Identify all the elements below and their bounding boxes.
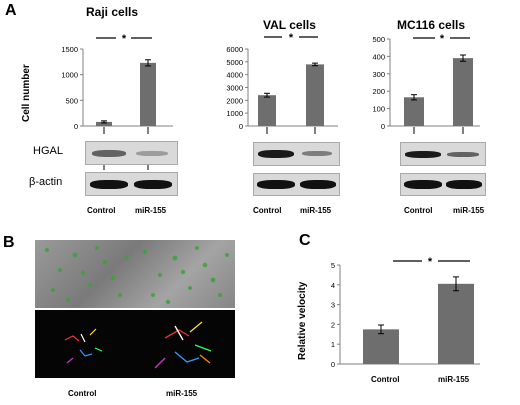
bar <box>140 62 156 126</box>
mir155-tracks <box>154 321 212 369</box>
bar <box>438 283 474 364</box>
panel-a-letter: A <box>5 2 17 19</box>
blot-band <box>300 180 336 189</box>
hgal-label: HGAL <box>33 145 63 157</box>
y-tick-label: 1 <box>331 340 335 349</box>
mc116-mir155-label: miR-155 <box>453 206 485 215</box>
significance-star: * <box>440 33 445 45</box>
bar <box>306 64 324 126</box>
val-actin-blot <box>253 173 340 196</box>
bar <box>363 329 399 364</box>
significance-star: * <box>289 32 294 44</box>
y-tick-label: 500 <box>372 35 385 44</box>
val-mir155-label: miR-155 <box>300 206 332 215</box>
y-tick-label: 0 <box>381 122 385 131</box>
y-tick-label: 400 <box>372 52 385 61</box>
control-track-image <box>35 310 135 378</box>
blot-band <box>404 180 442 189</box>
val-hgal-blot <box>253 142 340 166</box>
significance-star: * <box>428 256 433 268</box>
y-tick-label: 5 <box>331 261 335 270</box>
panel-c-letter: C <box>299 232 311 249</box>
blot-band <box>90 180 128 189</box>
bar <box>96 121 112 126</box>
y-tick-label: 4000 <box>226 71 243 80</box>
significance-star: * <box>122 33 127 45</box>
y-tick-label: 6000 <box>226 45 243 54</box>
raji-actin-blot <box>85 172 178 196</box>
y-tick-label: 4 <box>331 281 335 290</box>
y-tick-label: 0 <box>239 122 243 131</box>
mc116-title: MC116 cells <box>397 18 466 32</box>
velocity-mir155-label: miR-155 <box>438 375 470 384</box>
mc116-hgal-blot <box>400 142 486 166</box>
val-control-label: Control <box>253 206 282 215</box>
y-tick-label: 5000 <box>226 58 243 67</box>
y-tick-label: 3 <box>331 301 335 310</box>
velocity-control-label: Control <box>371 375 400 384</box>
y-tick-label: 1500 <box>61 45 78 54</box>
y-tick-label: 2000 <box>226 96 243 105</box>
blot-band <box>405 151 441 158</box>
raji-hgal-blot <box>85 141 178 165</box>
panel-b-letter: B <box>3 234 15 251</box>
image-control-label: Control <box>68 389 97 398</box>
y-tick-label: 2 <box>331 320 335 329</box>
y-tick-label: 200 <box>372 87 385 96</box>
blot-band <box>134 180 172 189</box>
y-tick-label: 0 <box>331 360 335 369</box>
beta-actin-label: β-actin <box>29 176 63 188</box>
val-title: VAL cells <box>263 18 316 32</box>
bar <box>404 97 424 126</box>
blot-band <box>302 151 332 156</box>
image-mir155-label: miR-155 <box>166 389 198 398</box>
bar <box>258 95 276 126</box>
y-tick-label: 100 <box>372 105 385 114</box>
blot-band <box>257 180 295 189</box>
mc116-actin-blot <box>400 173 486 196</box>
migration-brightfield-image <box>35 240 235 308</box>
raji-title: Raji cells <box>86 5 139 19</box>
blot-band <box>92 150 126 157</box>
cell-dots <box>44 246 229 305</box>
control-tracks <box>64 328 103 364</box>
raji-mir155-label: miR-155 <box>135 206 167 215</box>
raji-control-label: Control <box>87 206 116 215</box>
blot-band <box>136 151 168 156</box>
mc116-control-label: Control <box>404 206 433 215</box>
y-tick-label: 1000 <box>61 71 78 80</box>
blot-band <box>258 150 294 158</box>
y-tick-label: 300 <box>372 70 385 79</box>
y-tick-label: 0 <box>74 122 78 131</box>
blot-band <box>446 180 482 189</box>
blot-band <box>447 152 479 157</box>
y-tick-label: 1000 <box>226 109 243 118</box>
bar <box>453 58 473 126</box>
y-tick-label: 500 <box>65 96 78 105</box>
y-tick-label: 3000 <box>226 84 243 93</box>
mir155-track-image <box>135 310 235 378</box>
